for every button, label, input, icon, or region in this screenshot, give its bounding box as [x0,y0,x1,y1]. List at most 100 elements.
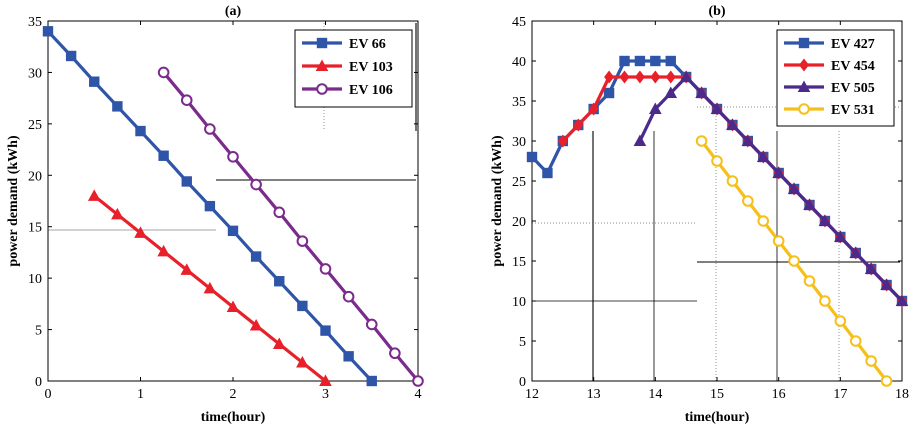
data-point [634,55,646,67]
data-point [742,195,754,207]
data-point [181,176,192,187]
x-tick-label: 0 [45,387,52,402]
data-point [274,276,285,287]
data-point [633,134,647,146]
series-ev-505 [633,70,909,306]
data-point [634,70,645,84]
x-tick-label: 17 [833,387,847,402]
data-point [272,337,286,349]
data-point [389,347,401,360]
legend: EV 427 EV 454 EV 505 EV 531 [776,29,895,127]
data-point [619,70,630,84]
data-point [849,246,863,258]
y-tick-label: 30 [28,66,42,81]
data-point [895,294,909,306]
data-point [342,290,355,303]
legend: EV 66 EV 103 EV 106 [294,29,413,108]
y-tick-label: 15 [28,221,42,236]
data-point [158,150,169,161]
data-point [679,70,693,82]
data-point [711,155,723,167]
legend-label: EV 454 [831,59,875,74]
x-tick-label: 15 [710,387,724,402]
data-point [603,87,615,99]
y-axis-title: power demand (kWh) [490,135,505,267]
data-point [204,200,216,212]
y-tick-label: 10 [512,295,526,310]
series-line [162,71,420,383]
y-tick-label: 15 [512,255,526,270]
data-point [834,230,847,242]
data-point [249,318,263,331]
series-ev-103 [87,189,332,386]
data-point [296,235,309,247]
y-axis-title: power demand (kWh) [6,135,21,267]
data-point [741,134,755,146]
data-point [573,118,584,132]
x-tick-label: 18 [895,387,909,402]
data-point [880,278,893,290]
data-point [297,300,308,312]
data-point [665,55,676,67]
data-point [111,207,124,220]
data-point [273,206,286,219]
data-point [619,55,630,67]
data-point [588,102,599,116]
legend-swatch-marker [315,59,329,71]
data-point [65,50,77,62]
data-point [112,101,123,112]
data-point [695,135,708,147]
data-point [296,355,309,368]
legend-swatch-marker [316,83,328,95]
data-point [772,166,785,178]
x-tick-label: 2 [230,387,237,402]
data-point [818,214,832,226]
data-point [757,215,770,227]
data-point [788,255,800,267]
chart-panel-a: 0 1 2 3 4 0 5 10 15 20 25 30 35 (a) time(hour) power de… [6,4,424,425]
data-point [226,300,240,312]
legend-label: EV 427 [831,37,875,52]
y-tick-label: 25 [512,175,526,190]
x-tick-label: 12 [525,387,539,402]
data-point [365,318,378,331]
data-point [319,263,332,275]
data-point [135,125,146,137]
x-tick-label: 13 [587,387,601,402]
data-point [865,355,877,367]
legend-label: EV 66 [349,37,386,52]
data-point [604,70,615,84]
data-point [834,315,847,327]
x-tick-label: 14 [648,387,662,402]
data-point [803,198,816,210]
data-point [665,70,676,84]
data-point [726,175,739,187]
legend-swatch-marker [798,103,810,115]
data-point [320,325,331,336]
x-axis-title: time(hour) [685,410,750,425]
legend-label: EV 531 [831,103,875,118]
panel-title: (b) [708,4,725,19]
data-point [819,295,831,307]
data-point [542,167,553,179]
x-tick-label: 3 [322,387,329,402]
data-point [180,94,193,106]
series-ev-106 [157,66,424,387]
data-point [227,225,239,237]
legend-label: EV 103 [349,60,393,75]
chart-panel-b: 12 13 14 15 16 17 18 0 5 10 15 20 25 30 35 40 45 (b) time(… [490,4,909,425]
legend-swatch-marker [797,80,811,92]
data-point [880,375,893,387]
data-point [695,86,708,98]
data-point [649,102,662,114]
x-tick-label: 4 [415,387,422,402]
data-point [726,118,739,130]
data-point [864,262,878,274]
data-point [650,55,661,67]
data-point [157,244,170,257]
legend-label: EV 505 [831,81,875,96]
data-point [772,235,785,247]
legend-label: EV 106 [349,83,393,98]
data-point [343,351,354,362]
